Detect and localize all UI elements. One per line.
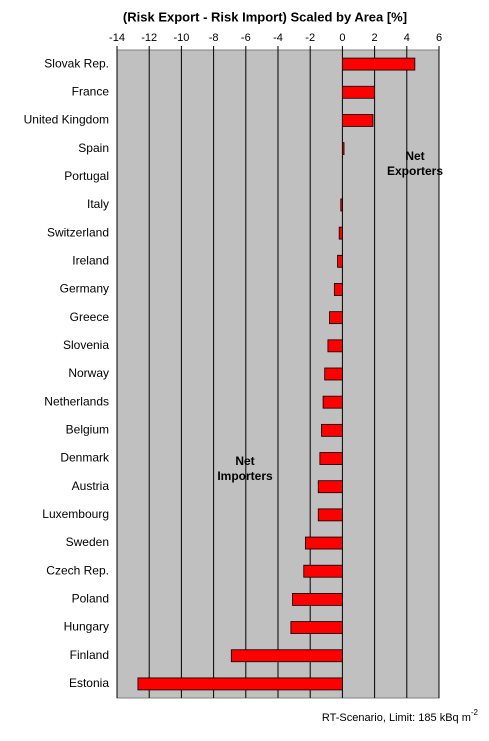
y-tick-label: Switzerland: [47, 225, 109, 239]
bar: [304, 536, 343, 550]
x-tick-label: -4: [273, 32, 283, 44]
bar: [290, 621, 343, 634]
y-tick-label: United Kingdom: [24, 113, 109, 127]
y-tick-label: Belgium: [66, 423, 109, 437]
y-tick-label: Hungary: [64, 620, 109, 634]
y-tick-label: Portugal: [64, 169, 109, 183]
bar: [338, 226, 343, 240]
y-tick-label: Ireland: [72, 253, 109, 267]
bar: [317, 480, 343, 494]
x-tick-label: 0: [339, 32, 345, 44]
bar: [319, 452, 343, 465]
y-tick-label: Poland: [72, 592, 109, 606]
bar: [341, 114, 374, 127]
x-tick-label: -14: [109, 32, 125, 44]
bar: [303, 564, 343, 578]
y-tick-label: Luxembourg: [42, 507, 109, 521]
bar: [137, 677, 343, 691]
bar: [230, 649, 343, 663]
bar: [340, 198, 343, 212]
y-tick-label: France: [72, 84, 110, 98]
annotation: Net: [235, 454, 254, 468]
x-tick-label: -2: [305, 32, 315, 44]
note-text: RT-Scenario, Limit: 185 kBq m: [322, 712, 471, 724]
bar: [341, 85, 375, 99]
y-tick-label: Netherlands: [44, 394, 109, 408]
y-tick-label: Slovak Rep.: [44, 56, 109, 70]
y-tick-label: Czech Rep.: [46, 563, 109, 577]
bar: [341, 57, 416, 71]
x-tick-label: -12: [141, 32, 157, 44]
y-tick-label: Slovenia: [63, 338, 109, 352]
x-tick-label: -6: [241, 32, 251, 44]
bar: [324, 367, 343, 381]
annotation: Importers: [217, 469, 273, 483]
bar: [321, 423, 343, 437]
y-tick-label: Austria: [72, 479, 110, 493]
note-superscript: -2: [471, 708, 479, 717]
bar: [322, 395, 343, 409]
note: RT-Scenario, Limit: 185 kBq m-2: [322, 708, 479, 724]
x-tick-label: -10: [173, 32, 189, 44]
bar: [292, 592, 343, 606]
chart-title: (Risk Export - Risk Import) Scaled by Ar…: [123, 9, 407, 24]
y-tick-label: Norway: [68, 366, 109, 380]
bar: [337, 254, 343, 268]
y-tick-label: Italy: [87, 197, 109, 211]
y-tick-label: Estonia: [69, 676, 109, 690]
x-tick-label: 2: [372, 32, 378, 44]
bar: [317, 508, 343, 522]
bar: [333, 283, 343, 296]
x-tick-label: 4: [404, 32, 410, 44]
y-tick-label: Greece: [70, 310, 110, 324]
y-tick-label: Germany: [60, 282, 109, 296]
bar: [329, 311, 343, 325]
bar: [327, 339, 343, 353]
annotation: Net: [405, 149, 424, 163]
bar: [341, 142, 345, 156]
x-tick-label: -8: [209, 32, 219, 44]
y-tick-label: Finland: [70, 648, 109, 662]
y-tick-label: Denmark: [60, 451, 110, 465]
y-tick-label: Sweden: [66, 535, 109, 549]
y-tick-label: Spain: [78, 141, 109, 155]
annotation: Exporters: [387, 164, 443, 178]
x-tick-label: 6: [436, 32, 442, 44]
